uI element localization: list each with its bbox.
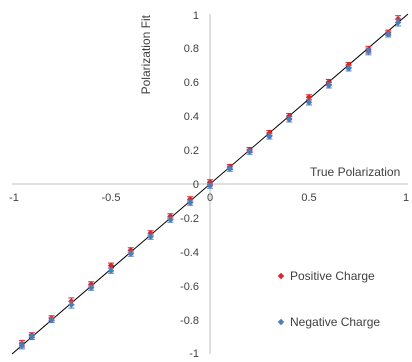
y-tick-label: 0	[193, 179, 199, 191]
data-point	[365, 48, 372, 55]
data-point	[325, 82, 332, 89]
y-tick-labels: -1 -0.8 -0.6 -0.4 -0.2 0 0.2 0.4 0.6 0.8 1	[180, 10, 199, 360]
data-point	[305, 99, 313, 106]
x-tick-labels: -1 -0.5 0 0.5 1	[9, 192, 409, 204]
y-axis-title: Polarization Fit	[139, 14, 153, 94]
data-point	[107, 267, 115, 274]
data-point	[187, 196, 194, 203]
data-point	[286, 116, 293, 123]
x-axis-title: True Polarization	[310, 165, 400, 179]
legend: Positive Charge Negative Charge	[277, 269, 380, 329]
data-point	[345, 61, 352, 69]
data-point	[385, 31, 392, 38]
data-point	[394, 19, 402, 26]
data-point	[266, 129, 273, 137]
legend-label-negative-charge: Negative Charge	[290, 315, 380, 329]
data-point	[88, 281, 95, 288]
data-point	[206, 182, 214, 189]
x-tick-label: -0.5	[102, 192, 121, 204]
data-point	[127, 247, 134, 254]
data-point	[167, 216, 174, 223]
legend-marker-negative-charge	[277, 318, 285, 326]
data-point	[226, 165, 233, 172]
x-tick-label: -1	[9, 192, 19, 204]
data-point	[68, 301, 75, 308]
data-point	[48, 316, 55, 324]
series-group	[18, 15, 402, 350]
data-point	[127, 250, 134, 257]
data-point	[167, 213, 174, 220]
y-tick-label: 0.2	[184, 145, 199, 157]
y-tick-label: 0.6	[184, 77, 199, 89]
data-point	[88, 284, 95, 291]
y-tick-label: -0.6	[180, 281, 199, 293]
y-tick-label: -0.8	[180, 315, 199, 327]
data-point	[266, 133, 273, 140]
x-tick-label: 0.5	[301, 192, 316, 204]
data-point	[107, 262, 115, 269]
y-tick-label: -0.2	[180, 213, 199, 225]
data-point	[345, 65, 352, 72]
legend-label-positive-charge: Positive Charge	[290, 269, 375, 283]
y-tick-label: 1	[193, 10, 199, 22]
data-point	[187, 199, 194, 206]
y-tick-label: 0.8	[184, 43, 199, 55]
legend-marker-positive-charge	[277, 272, 285, 280]
data-point	[246, 148, 253, 155]
data-point	[18, 342, 26, 349]
data-point	[305, 94, 313, 101]
data-point	[286, 112, 293, 120]
data-point	[325, 78, 332, 86]
x-tick-label: 1	[403, 192, 409, 204]
y-tick-label: -0.4	[180, 247, 199, 259]
x-tick-label: 0	[207, 192, 213, 204]
y-tick-label: -1	[189, 348, 199, 360]
data-point	[147, 230, 154, 237]
data-point	[206, 179, 214, 186]
data-point	[28, 333, 35, 341]
y-tick-label: 0.4	[184, 111, 199, 123]
data-point	[147, 233, 154, 240]
series-negative-charge	[18, 18, 402, 350]
